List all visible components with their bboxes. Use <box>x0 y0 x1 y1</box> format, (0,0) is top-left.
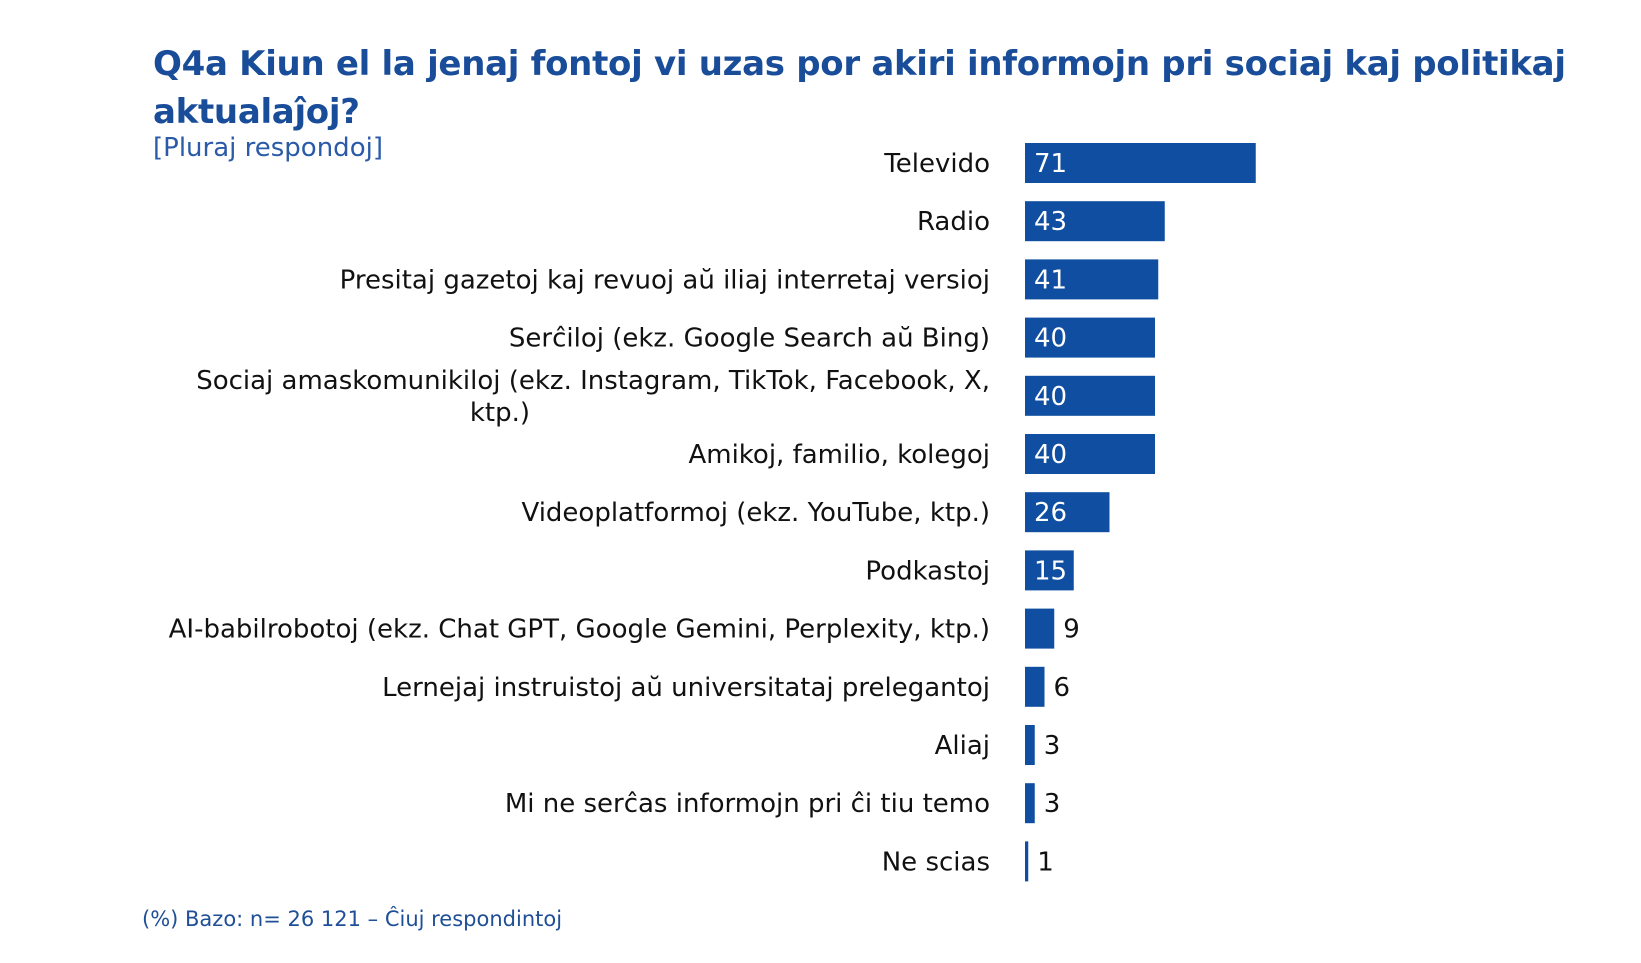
bar-9 <box>1025 666 1045 707</box>
chart-title: Q4a Kiun el la jenaj fontoj vi uzas por … <box>153 44 1566 132</box>
bar-6 <box>1025 492 1110 533</box>
bar-4 <box>1025 375 1155 416</box>
base-footnote: (%) Bazo: n= 26 121 – Ĉiuj respondintoj <box>142 907 563 931</box>
bar-2 <box>1025 259 1159 300</box>
value-label-2: 41 <box>1034 265 1067 295</box>
value-label-5: 40 <box>1034 440 1067 470</box>
value-label-12: 1 <box>1037 847 1054 877</box>
bar-5 <box>1025 434 1155 474</box>
value-label-8: 9 <box>1063 615 1080 645</box>
bar-11 <box>1025 783 1035 824</box>
value-label-3: 40 <box>1034 324 1067 354</box>
category-label-4: Sociaj amaskomunikiloj (ekz. Instagram, … <box>196 366 990 428</box>
value-label-9: 6 <box>1054 673 1071 703</box>
value-label-1: 43 <box>1034 207 1067 237</box>
value-label-6: 26 <box>1034 498 1067 528</box>
category-label-6: Videoplatformoj (ekz. YouTube, ktp.) <box>521 498 990 528</box>
chart-subtitle: [Pluraj respondoj] <box>153 133 383 163</box>
bar-0 <box>1025 143 1256 183</box>
value-label-4: 40 <box>1034 382 1067 412</box>
value-label-0: 71 <box>1034 149 1067 179</box>
category-label-2: Presitaj gazetoj kaj revuoj aŭ iliaj int… <box>340 265 990 295</box>
category-label-1: Radio <box>917 207 990 237</box>
value-label-10: 3 <box>1044 731 1061 761</box>
value-label-11: 3 <box>1044 789 1061 819</box>
category-label-5: Amikoj, familio, kolegoj <box>688 440 990 470</box>
bar-1 <box>1025 201 1165 242</box>
category-label-11: Mi ne serĉas informojn pri ĉi tiu temo <box>505 789 990 819</box>
category-label-0: Televido <box>883 149 990 179</box>
bar-3 <box>1025 317 1155 358</box>
bar-7 <box>1025 550 1074 591</box>
category-label-3: Serĉiloj (ekz. Google Search aŭ Bing) <box>509 324 990 354</box>
category-label-7: Podkastoj <box>865 556 990 586</box>
bar-10 <box>1025 725 1035 765</box>
bar-8 <box>1025 608 1055 649</box>
bar-12 <box>1025 841 1029 882</box>
category-label-8: AI-babilrobotoj (ekz. Chat GPT, Google G… <box>169 615 990 645</box>
category-label-12: Ne scias <box>882 847 990 877</box>
category-label-9: Lernejaj instruistoj aŭ universitataj pr… <box>382 673 990 703</box>
category-label-10: Aliaj <box>935 731 990 761</box>
value-label-7: 15 <box>1034 556 1067 586</box>
